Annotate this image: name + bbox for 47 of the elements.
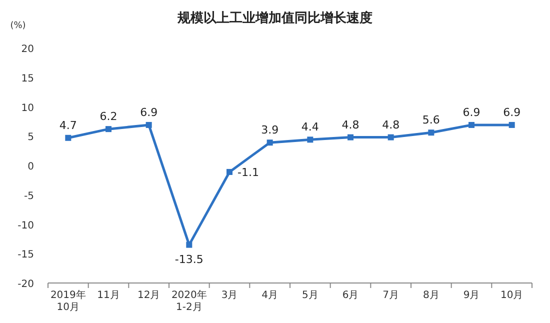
chart-title: 规模以上工业增加值同比增长速度 [176,10,372,26]
data-label: 6.2 [100,110,118,124]
point [388,134,394,140]
data-label: 6.9 [140,106,158,119]
data-label: 3.9 [261,124,279,137]
data-label: 4.4 [301,120,319,134]
point [307,136,314,143]
point [266,140,273,146]
data-label: 6.9 [462,106,480,119]
data-label: 5.6 [422,114,440,127]
data-label: -1.1 [238,166,259,179]
x-tick-label: 11月 [97,290,120,301]
point [468,122,474,128]
point [146,122,152,128]
y-tick-label: 15 [21,73,34,84]
y-tick-label: 20 [21,44,34,55]
x-tick-label: 3月 [221,290,238,301]
x-tick-label: 10月 [500,290,524,301]
x-tick-label: 9月 [463,290,480,301]
point [65,134,72,141]
x-tick-label: 7月 [382,290,400,301]
point [428,130,434,136]
x-tick-label: 2020年 1-2月 [171,289,207,313]
point [106,126,112,132]
x-tick-label: 6月 [342,290,359,301]
point [186,242,192,248]
point [508,122,515,128]
x-tick-label: 12月 [137,290,160,301]
data-label: 6.9 [503,106,521,119]
y-axis-title: (%) [10,21,26,31]
y-tick-label: -10 [18,220,34,232]
y-tick-label: 0 [28,162,34,172]
x-tick-label: 8月 [422,290,440,301]
y-tick-label: -20 [18,279,34,290]
point [226,168,232,175]
data-label: 4.8 [382,118,400,132]
y-tick-label: -5 [24,190,34,202]
x-tick-label: 2019年 10月 [50,289,86,313]
x-tick-label: 4月 [262,290,278,301]
y-tick-label: -15 [18,250,34,261]
y-tick-label: 10 [21,102,34,114]
point [348,134,354,140]
x-tick-label: 5月 [302,290,318,301]
data-label: 4.7 [59,118,77,132]
y-tick-label: 5 [28,132,34,144]
data-label: -13.5 [174,252,204,266]
data-label: 4.8 [342,118,360,132]
